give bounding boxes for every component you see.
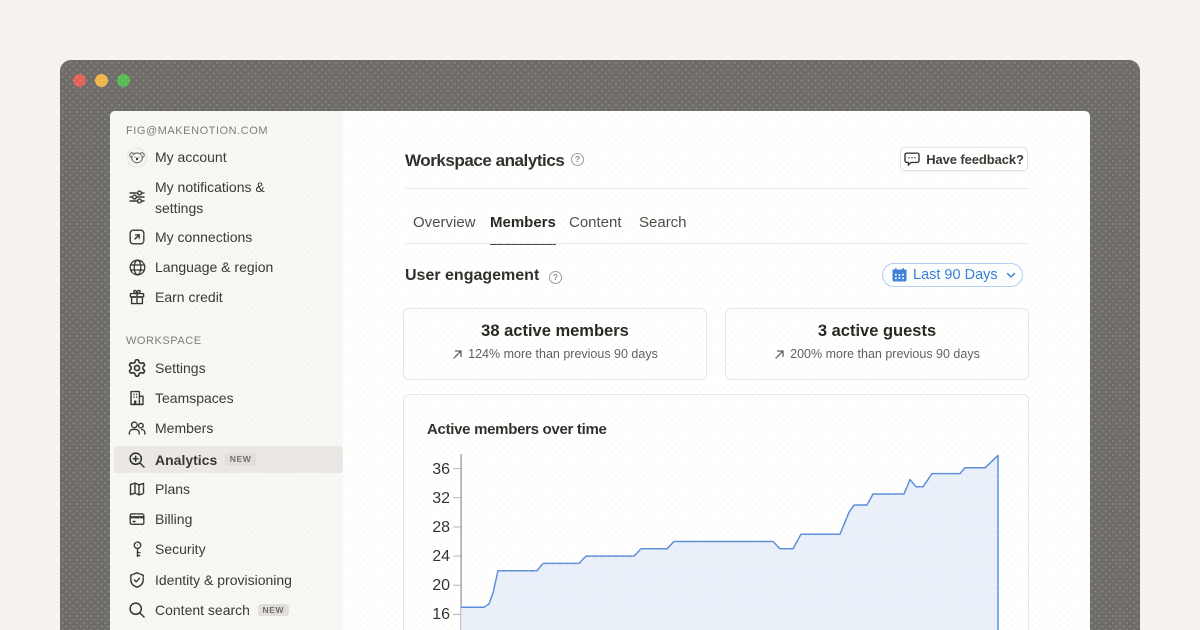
svg-text:24: 24 [432,548,450,565]
svg-text:32: 32 [432,490,450,507]
svg-text:16: 16 [432,606,450,623]
svg-text:36: 36 [432,461,450,478]
svg-text:20: 20 [432,577,450,594]
svg-text:28: 28 [432,519,450,536]
